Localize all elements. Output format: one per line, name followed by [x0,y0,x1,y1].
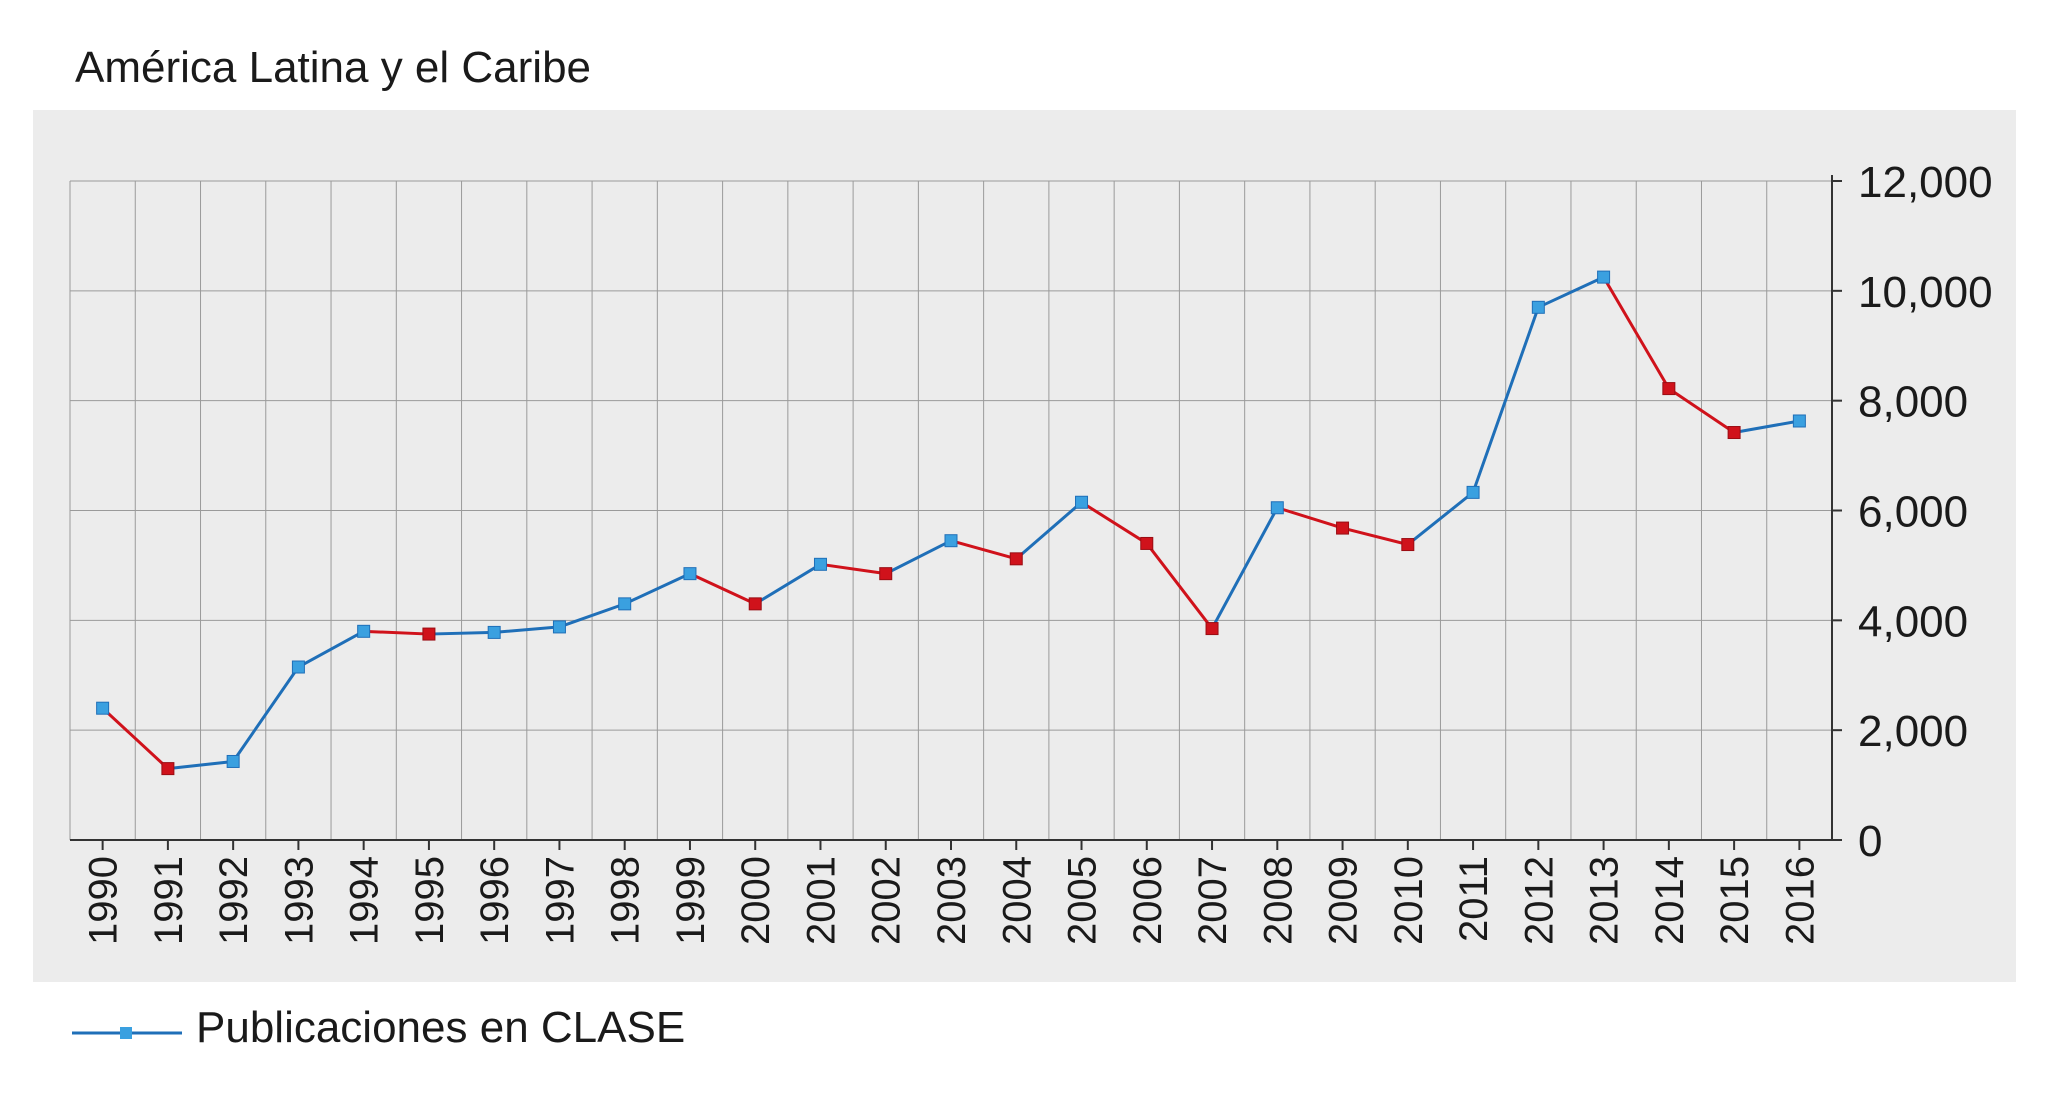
data-point [813,557,827,571]
legend-label: Publicaciones en CLASE [196,1003,685,1052]
data-point [1205,622,1219,636]
series-segment [1275,506,1345,530]
data-point [1792,414,1806,428]
series-segment [296,629,366,669]
data-point [1597,270,1611,284]
legend-marker-swatch [120,1027,132,1039]
data-point [944,534,958,548]
series-segment [1471,305,1540,494]
data-point [96,701,110,715]
x-tick-label: 1992 [212,856,256,945]
x-tick-label: 2000 [734,856,778,945]
series-lines [101,275,1801,771]
x-tick-label: 2005 [1061,856,1105,945]
series-segment [1536,275,1606,309]
legend: Publicaciones en CLASE [72,1003,685,1052]
data-point [161,762,175,776]
data-point [487,625,501,639]
x-tick-label: 1999 [669,856,713,945]
series-segment [1667,387,1736,435]
x-tick-label: 2007 [1191,856,1235,945]
series-segment [1210,506,1279,631]
series-segment [492,625,561,634]
x-tick-label: 2012 [1517,856,1561,945]
y-tick-label: 10,000 [1858,268,1993,317]
x-tick-label: 1993 [277,856,321,945]
x-tick-label: 1996 [473,856,517,945]
series-segment [1080,500,1149,545]
data-point [1662,382,1676,396]
x-tick-label: 2016 [1778,856,1822,945]
y-tick-label: 2,000 [1858,707,1968,756]
x-tick-label: 2013 [1583,856,1627,945]
x-tick-label: 1990 [82,856,126,945]
x-axis-ticks: 1990 1991 1992 1993 1994 1995 1996 1997 1998 1999… [82,856,1823,945]
y-tick-label: 4,000 [1858,597,1968,646]
data-point [1009,552,1023,566]
data-point [879,567,893,581]
data-point [1466,485,1480,499]
x-tick-label: 2010 [1387,856,1431,945]
series-segment [1341,526,1410,547]
data-point [1727,426,1741,440]
chart-title: América Latina y el Caribe [75,43,591,92]
data-point [552,620,566,634]
x-tick-label: 1995 [408,856,452,945]
x-tick-label: 2011 [1452,856,1496,942]
series-segment [884,539,953,576]
series-segment [818,562,888,576]
series-markers [96,270,1806,776]
series-segment [362,629,431,636]
y-tick-label: 8,000 [1858,378,1968,427]
series-segment [231,665,300,763]
x-tick-label: 2002 [865,856,909,945]
x-tick-label: 2001 [799,856,843,945]
series-segment [1406,490,1475,547]
series-segment [623,572,692,606]
x-tick-label: 2008 [1256,856,1300,945]
data-point [1401,538,1415,552]
data-point [1075,495,1089,509]
data-point [1270,501,1284,515]
x-tick-label: 1997 [538,856,582,945]
x-tick-label: 2004 [995,856,1039,945]
data-point [1336,521,1350,535]
x-tick-label: 1998 [604,856,648,945]
plot-background [33,110,2016,982]
y-tick-label: 6,000 [1858,488,1968,537]
data-point [618,597,632,611]
series-segment [427,630,496,636]
axes [70,175,1842,850]
data-point [357,624,371,638]
y-axis-ticks: 0 2,000 4,000 6,000 8,000 10,000 12,000 [1858,158,1993,866]
data-point [1140,536,1154,550]
x-tick-label: 1991 [147,856,191,945]
x-tick-label: 1994 [343,856,387,945]
x-tick-label: 2009 [1322,856,1366,945]
series-segment [688,572,757,606]
series-segment [557,602,627,629]
y-tick-label: 0 [1858,817,1882,866]
grid [69,180,1833,840]
data-point [748,597,762,611]
data-point [226,754,240,768]
series-segment [166,759,235,771]
series-segment [1014,500,1084,561]
series-segment [949,539,1018,561]
series-segment [753,562,822,606]
data-point [422,627,436,641]
x-tick-label: 2014 [1648,856,1692,945]
series-segment [1602,275,1671,391]
x-tick-label: 2015 [1713,856,1757,945]
x-tick-label: 2006 [1126,856,1170,945]
x-tick-label: 2003 [930,856,974,945]
data-point [683,567,697,581]
data-point [291,660,305,674]
y-tick-label: 12,000 [1858,158,1993,207]
series-segment [1145,541,1214,631]
data-point [1531,300,1545,314]
series-segment [101,706,170,771]
series-segment [1732,419,1801,435]
